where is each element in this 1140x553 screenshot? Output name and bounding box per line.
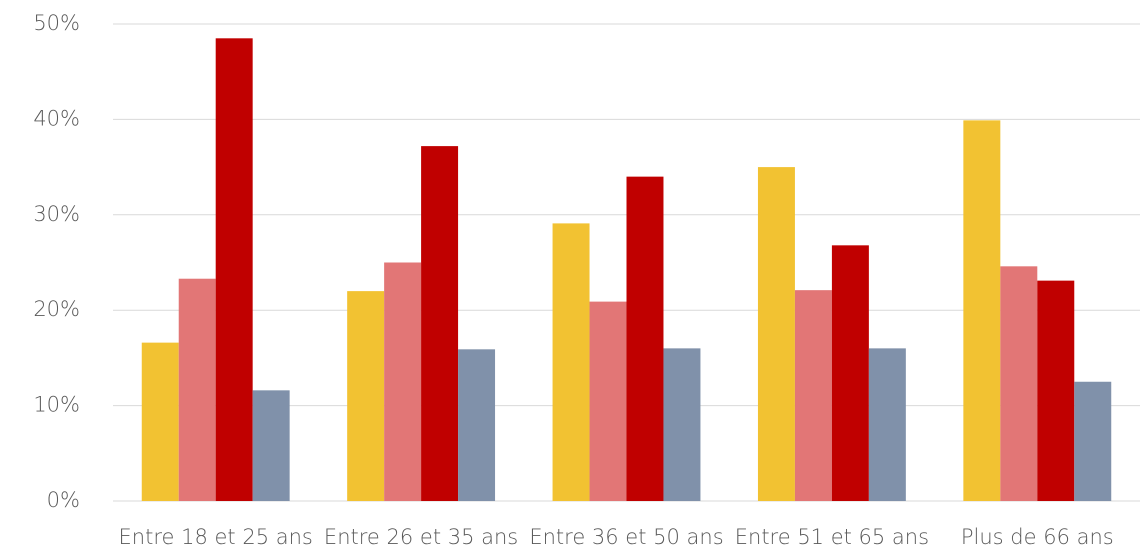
bar bbox=[215, 38, 253, 502]
x-tick-label: Entre 51 et 65 ans bbox=[735, 525, 929, 549]
x-tick-label: Plus de 66 ans bbox=[961, 525, 1114, 549]
bar bbox=[421, 146, 459, 501]
x-tick-label: Entre 26 et 35 ans bbox=[324, 525, 518, 549]
bar bbox=[252, 390, 290, 501]
bar bbox=[384, 262, 422, 501]
bar bbox=[589, 301, 627, 501]
y-tick-label: 10% bbox=[33, 393, 80, 417]
y-tick-label: 20% bbox=[33, 297, 80, 321]
bar bbox=[794, 290, 832, 501]
y-tick-label: 0% bbox=[47, 488, 80, 512]
bar bbox=[757, 167, 795, 501]
x-tick-label: Entre 18 et 25 ans bbox=[119, 525, 313, 549]
bar bbox=[1074, 381, 1112, 501]
bar bbox=[868, 348, 906, 501]
bar bbox=[963, 120, 1001, 501]
bar bbox=[626, 176, 664, 501]
bar bbox=[663, 348, 701, 501]
x-tick-label: Entre 36 et 50 ans bbox=[529, 525, 723, 549]
bar bbox=[141, 342, 179, 501]
bar bbox=[552, 223, 590, 502]
y-tick-label: 40% bbox=[33, 106, 80, 130]
y-tick-label: 30% bbox=[33, 202, 80, 226]
bar bbox=[1000, 266, 1038, 501]
bar bbox=[831, 245, 869, 501]
bar bbox=[347, 291, 385, 501]
y-tick-label: 50% bbox=[33, 11, 80, 35]
bar bbox=[178, 278, 216, 501]
bar bbox=[458, 349, 496, 501]
bar bbox=[1037, 280, 1075, 501]
